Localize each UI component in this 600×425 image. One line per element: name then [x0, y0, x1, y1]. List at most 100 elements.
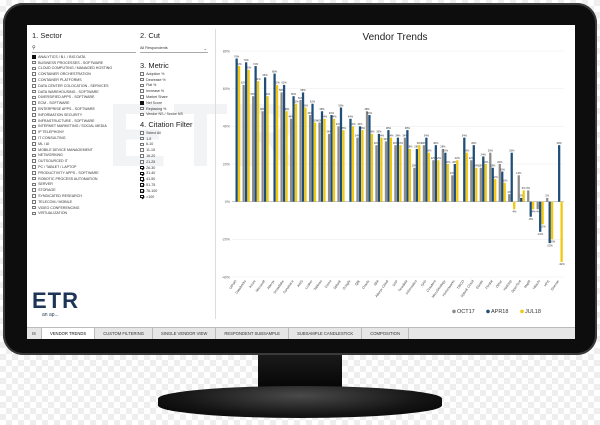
citation-option[interactable]: 26-30	[140, 165, 210, 171]
metric-checkbox[interactable]	[140, 101, 144, 105]
sector-option[interactable]: INFORMATION SECURITY	[32, 112, 136, 118]
sector-option[interactable]: PC / TABLET / LAPTOP	[32, 164, 136, 170]
sector-option[interactable]: CLOUD COMPUTING / MANAGED HOSTING	[32, 66, 136, 72]
sector-checkbox[interactable]	[32, 165, 36, 169]
sector-checkbox[interactable]	[32, 78, 36, 82]
sector-option[interactable]: VIDEO CONFERENCING	[32, 205, 136, 211]
sector-option[interactable]: SYNDICATED RESEARCH	[32, 193, 136, 199]
citation-checkbox[interactable]	[140, 189, 144, 193]
sector-option[interactable]: ENTERPRISE APPS - SOFTWARE	[32, 106, 136, 112]
sector-checkbox[interactable]	[32, 95, 36, 100]
citation-option[interactable]: 51-75	[140, 182, 210, 188]
citation-checkbox[interactable]	[140, 154, 144, 158]
tab-single-vendor-view[interactable]: SINGLE VENDOR VIEW	[153, 328, 217, 339]
sector-option[interactable]: VIRTUALIZATION	[32, 211, 136, 217]
citation-option[interactable]: 16-20	[140, 153, 210, 159]
metric-option[interactable]: Adoption %	[140, 71, 210, 77]
sector-checkbox[interactable]	[32, 142, 36, 146]
metric-checkbox[interactable]	[140, 106, 144, 111]
sector-option[interactable]: BUSINESS PROCESSES - SOFTWARE	[32, 60, 136, 66]
citation-option[interactable]: 41-50	[140, 176, 210, 182]
search-icon[interactable]: ⚲	[32, 45, 36, 51]
sector-checkbox[interactable]	[32, 182, 36, 187]
metric-option[interactable]: Increase %	[140, 88, 210, 94]
sector-option[interactable]: STORAGE	[32, 187, 136, 193]
sector-checkbox[interactable]	[32, 84, 36, 88]
sector-option[interactable]: SERVER	[32, 182, 136, 188]
metric-checkbox[interactable]	[140, 89, 144, 94]
citation-checkbox[interactable]	[140, 183, 144, 187]
sector-checkbox[interactable]	[32, 176, 36, 181]
citation-option[interactable]: 21-25	[140, 159, 210, 165]
sector-checkbox[interactable]	[32, 147, 36, 152]
sector-option[interactable]: ECM - SOFTWARE	[32, 100, 136, 106]
sector-checkbox[interactable]	[32, 55, 36, 59]
sector-option[interactable]: INFRASTRUCTURE - SOFTWARE	[32, 118, 136, 124]
sector-search[interactable]: ⚲	[32, 45, 136, 53]
sector-option[interactable]: ML / AI	[32, 141, 136, 147]
sector-option[interactable]: OUTSOURCED IT	[32, 158, 136, 164]
sector-checkbox[interactable]	[32, 159, 36, 164]
sector-option[interactable]: CONTAINER PLATFORMS	[32, 77, 136, 83]
sector-checkbox[interactable]	[32, 60, 36, 65]
sector-option[interactable]: DIVERSIFIED APPS - SOFTWARE	[32, 95, 136, 101]
sector-option[interactable]: NETWORKING	[32, 153, 136, 159]
sector-checkbox[interactable]	[32, 72, 36, 77]
tab-is[interactable]: IS	[27, 328, 42, 339]
tab-respondent-subsample[interactable]: RESPONDENT SUBSAMPLE	[216, 328, 290, 339]
citation-checkbox[interactable]	[140, 160, 144, 164]
sector-checkbox[interactable]	[32, 124, 36, 129]
metric-checkbox[interactable]	[140, 72, 144, 76]
sector-checkbox[interactable]	[32, 101, 36, 106]
sector-option[interactable]: DATA CENTER COLOCATION - SERVICES	[32, 83, 136, 89]
sector-checkbox[interactable]	[32, 136, 36, 140]
tab-subsample-candlestick[interactable]: SUBSAMPLE CANDLESTICK	[289, 328, 363, 339]
citation-checkbox[interactable]	[140, 148, 144, 153]
metric-option[interactable]: Flat %	[140, 83, 210, 89]
citation-option[interactable]: Select All	[140, 130, 210, 136]
sector-option[interactable]: ROBOTIC PROCESS AUTOMATION	[32, 176, 136, 182]
sector-option[interactable]: INTERNET MARKETING / SOCIAL MEDIA	[32, 124, 136, 130]
metric-option[interactable]: Decrease %	[140, 77, 210, 83]
citation-checkbox[interactable]	[140, 142, 144, 147]
metric-option[interactable]: Replacing %	[140, 106, 210, 112]
sector-checkbox[interactable]	[32, 66, 36, 71]
sector-checkbox[interactable]	[32, 118, 36, 123]
sector-checkbox[interactable]	[32, 89, 36, 94]
sector-option[interactable]: ANALYTICS / B.I. / BIG DATA	[32, 54, 136, 60]
sector-checkbox[interactable]	[32, 211, 36, 216]
sector-option[interactable]: IP TELEPHONY	[32, 129, 136, 135]
citation-option[interactable]: 6-10	[140, 142, 210, 148]
metric-checkbox[interactable]	[140, 77, 144, 82]
sector-checkbox[interactable]	[32, 194, 36, 198]
metric-checkbox[interactable]	[140, 112, 144, 117]
tab-vendor-trends[interactable]: VENDOR TRENDS	[41, 328, 96, 339]
cut-dropdown[interactable]: All Respondents ⌄	[140, 45, 208, 53]
metric-checkbox[interactable]	[140, 83, 144, 88]
sector-option[interactable]: TELECOM / MOBILE	[32, 199, 136, 205]
citation-checkbox[interactable]	[140, 177, 144, 182]
sector-option[interactable]: MOBILE DEVICE MANAGEMENT	[32, 147, 136, 153]
metric-checkbox[interactable]	[140, 95, 144, 99]
sector-checkbox[interactable]	[32, 113, 36, 117]
citation-option[interactable]: >100	[140, 194, 210, 200]
sector-option[interactable]: PRODUCTIVITY APPS - SOFTWARE	[32, 170, 136, 176]
metric-option[interactable]: Net Score	[140, 100, 210, 106]
sector-checkbox[interactable]	[32, 153, 36, 158]
citation-option[interactable]: 76-100	[140, 188, 210, 194]
metric-option[interactable]: Vendor NS / Sector NS	[140, 112, 210, 118]
sector-option[interactable]: DATA WAREHOUSING - SOFTWARE	[32, 89, 136, 95]
citation-checkbox[interactable]	[140, 171, 144, 176]
citation-option[interactable]: 11-15	[140, 147, 210, 153]
sector-option[interactable]: CONTAINER ORCHESTRATION	[32, 71, 136, 77]
sector-checkbox[interactable]	[32, 107, 36, 111]
citation-option[interactable]: 31-40	[140, 171, 210, 177]
citation-checkbox[interactable]	[140, 131, 144, 135]
citation-checkbox[interactable]	[140, 165, 144, 170]
sector-option[interactable]: IT CONSULTING	[32, 135, 136, 141]
sector-checkbox[interactable]	[32, 188, 36, 193]
sector-checkbox[interactable]	[32, 130, 36, 135]
citation-option[interactable]: 1-5	[140, 136, 210, 142]
sector-checkbox[interactable]	[32, 171, 36, 175]
sector-checkbox[interactable]	[32, 205, 36, 210]
